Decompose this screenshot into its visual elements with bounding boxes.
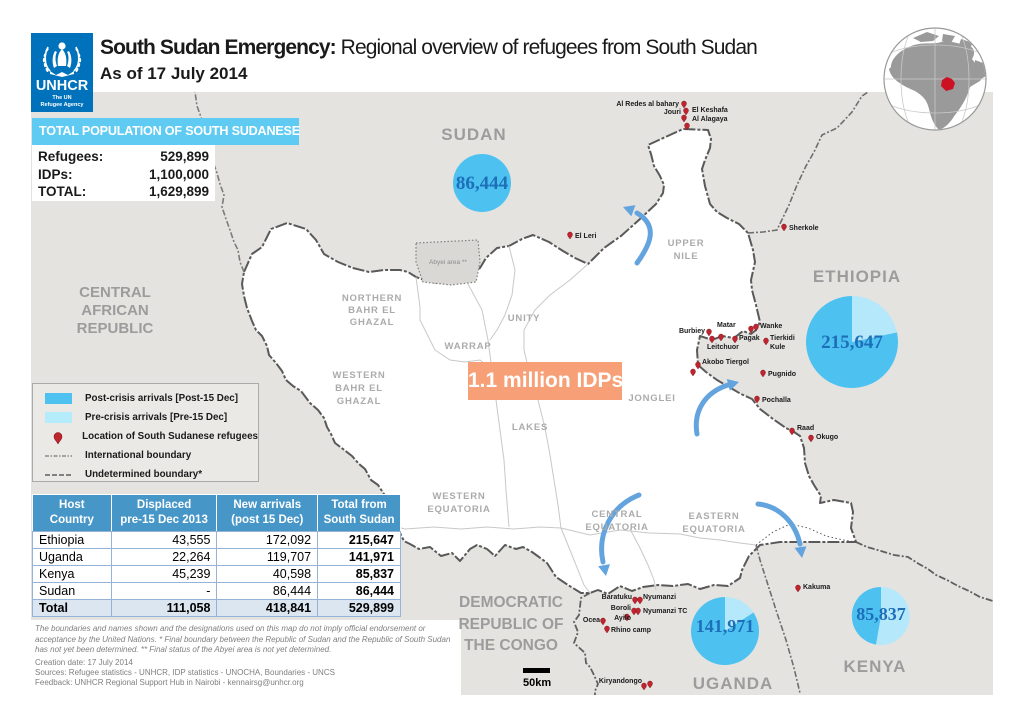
svg-text:Abyei area **: Abyei area ** (429, 259, 467, 266)
svg-text:Nyumanzi TC: Nyumanzi TC (643, 608, 687, 615)
svg-text:Leitchuor: Leitchuor (707, 344, 739, 351)
svg-text:Pagak: Pagak (739, 335, 760, 342)
svg-text:EQUATORIA: EQUATORIA (682, 524, 745, 535)
svg-text:141,971: 141,971 (696, 616, 755, 636)
svg-text:SUDAN: SUDAN (441, 125, 506, 144)
svg-text:Al Alagaya: Al Alagaya (692, 116, 728, 123)
svg-text:EQUATORIA: EQUATORIA (427, 504, 490, 515)
svg-text:LAKES: LAKES (512, 422, 548, 433)
svg-text:WESTERN: WESTERN (332, 370, 385, 381)
svg-text:CENTRAL: CENTRAL (592, 509, 643, 520)
svg-text:NORTHERN: NORTHERN (342, 293, 402, 304)
svg-text:Wanke: Wanke (760, 323, 782, 330)
svg-text:Pochalla: Pochalla (762, 397, 791, 404)
svg-text:Rhino camp: Rhino camp (611, 627, 651, 634)
svg-text:Tierkidi: Tierkidi (770, 335, 795, 342)
svg-text:UPPER: UPPER (668, 238, 705, 249)
svg-text:215,647: 215,647 (821, 332, 883, 353)
svg-text:Okugo: Okugo (816, 434, 838, 441)
svg-text:86,444: 86,444 (456, 173, 509, 194)
svg-text:NILE: NILE (674, 251, 699, 262)
svg-text:UNHCR: UNHCR (36, 78, 89, 94)
svg-text:WARRAP: WARRAP (444, 341, 491, 352)
svg-text:Raad: Raad (797, 425, 814, 432)
svg-text:Pugnido: Pugnido (768, 371, 796, 378)
svg-text:DEMOCRATIC: DEMOCRATIC (459, 594, 563, 611)
svg-text:Jouri: Jouri (664, 109, 681, 116)
svg-text:Al Redes al bahary: Al Redes al bahary (616, 101, 679, 108)
svg-text:Burbiey: Burbiey (679, 328, 705, 335)
svg-text:Ayilo: Ayilo (614, 615, 631, 622)
svg-text:JONGLEI: JONGLEI (628, 393, 675, 404)
svg-text:Kiryandongo: Kiryandongo (599, 678, 642, 685)
svg-text:THE CONGO: THE CONGO (464, 637, 558, 654)
svg-text:CENTRAL: CENTRAL (79, 284, 151, 301)
svg-text:UNITY: UNITY (508, 313, 541, 324)
svg-text:AFRICAN: AFRICAN (81, 302, 149, 319)
svg-text:El Leri: El Leri (575, 233, 596, 240)
svg-text:Refugee Agency: Refugee Agency (41, 102, 85, 108)
svg-text:GHAZAL: GHAZAL (350, 317, 394, 328)
svg-text:Baratuku: Baratuku (602, 594, 632, 601)
svg-text:WESTERN: WESTERN (432, 491, 485, 502)
svg-text:Nyumanzi: Nyumanzi (643, 594, 676, 601)
svg-text:The UN: The UN (52, 95, 71, 101)
svg-text:REPUBLIC: REPUBLIC (77, 320, 154, 337)
svg-text:ETHIOPIA: ETHIOPIA (813, 267, 901, 286)
svg-text:UGANDA: UGANDA (693, 674, 774, 693)
svg-text:REPUBLIC OF: REPUBLIC OF (458, 616, 563, 633)
svg-text:Ocea: Ocea (583, 617, 600, 624)
svg-text:El Keshafa: El Keshafa (692, 107, 728, 114)
svg-text:KENYA: KENYA (844, 657, 907, 676)
svg-text:EASTERN: EASTERN (689, 511, 740, 522)
svg-text:EQUATORIA: EQUATORIA (585, 522, 648, 533)
svg-text:Boroli: Boroli (611, 605, 631, 612)
svg-text:Kule: Kule (770, 344, 785, 351)
svg-text:Sherkole: Sherkole (789, 225, 819, 232)
svg-text:GHAZAL: GHAZAL (337, 396, 381, 407)
svg-text:Kakuma: Kakuma (803, 584, 830, 591)
svg-text:50km: 50km (523, 677, 551, 689)
svg-text:Matar: Matar (717, 322, 736, 329)
svg-text:BAHR EL: BAHR EL (335, 383, 383, 394)
svg-text:Akobo Tiergol: Akobo Tiergol (702, 359, 749, 366)
svg-text:85,837: 85,837 (856, 604, 906, 624)
svg-text:BAHR EL: BAHR EL (348, 305, 396, 316)
